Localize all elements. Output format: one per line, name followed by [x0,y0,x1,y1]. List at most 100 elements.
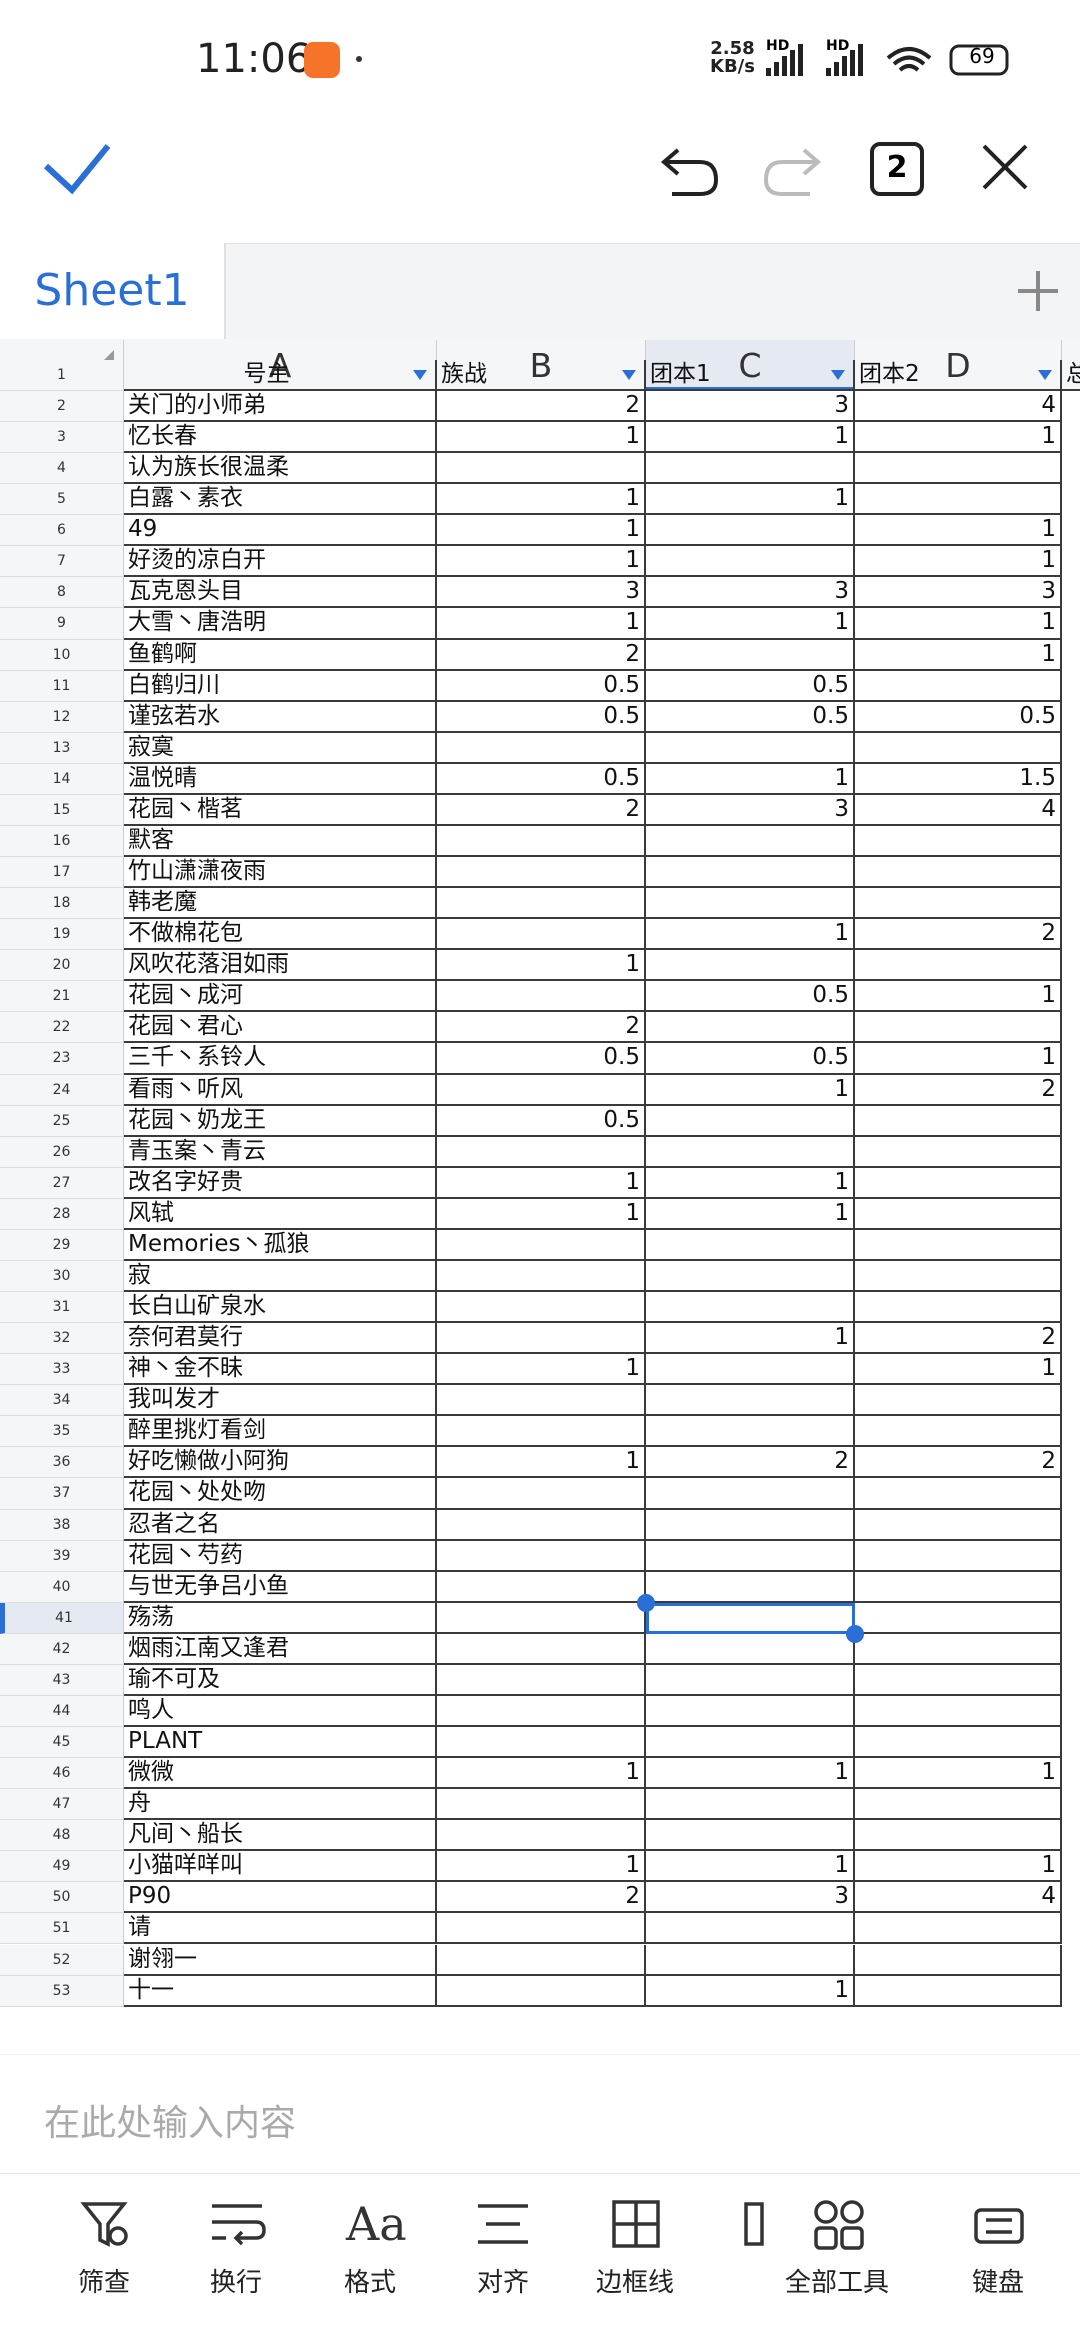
cell[interactable]: 2 [855,919,1062,951]
cell[interactable]: 1 [437,1851,646,1883]
cell[interactable] [437,1136,646,1168]
cell[interactable]: 花园丶处处吻 [124,1478,437,1510]
cell[interactable] [437,857,646,889]
cell[interactable] [437,1913,646,1945]
cell[interactable]: 认为族长很温柔 [124,453,437,485]
close[interactable] [982,144,1028,190]
cell[interactable] [646,1105,855,1137]
cell[interactable]: 看雨丶听风 [124,1074,437,1106]
cell[interactable] [437,1789,646,1821]
cell[interactable]: 微微 [124,1758,437,1790]
cell[interactable] [855,1260,1062,1293]
cell[interactable]: 1 [855,515,1062,547]
selection-handle[interactable] [637,1593,655,1612]
cell[interactable]: 1 [855,981,1062,1013]
cell[interactable]: 好吃懒做小阿狗 [124,1447,437,1479]
cell[interactable]: 1 [855,1354,1062,1386]
cell[interactable]: 十一 [124,1975,437,2007]
cell[interactable]: 殇荡 [124,1602,437,1634]
cell[interactable]: 1 [646,919,855,951]
cell[interactable]: 2 [855,1323,1062,1355]
cell[interactable] [855,1167,1062,1199]
cell[interactable]: 0.5 [437,701,646,733]
cell[interactable] [855,1727,1062,1759]
cell[interactable]: 花园丶奶龙王 [124,1105,437,1137]
cell[interactable] [646,732,855,764]
cell[interactable]: 瑜不可及 [124,1664,437,1696]
cell[interactable] [646,1913,855,1945]
cell[interactable] [437,1695,646,1727]
cell[interactable]: 奈何君莫行 [124,1323,437,1355]
header-cell[interactable]: 团本1 [646,359,855,391]
cell[interactable] [437,888,646,920]
cell[interactable] [437,1975,646,2007]
cell[interactable] [855,670,1062,702]
cell[interactable] [437,1229,646,1261]
cell[interactable] [855,1136,1062,1168]
cell[interactable] [437,1540,646,1572]
cell[interactable]: 1.5 [855,763,1062,795]
cell[interactable]: 请 [124,1913,437,1945]
cell[interactable] [437,1602,646,1634]
cell[interactable]: 花园丶成河 [124,981,437,1013]
cell[interactable]: 竹山潇潇夜雨 [124,857,437,889]
cell[interactable]: 0.5 [437,1105,646,1137]
cell[interactable]: 49 [124,515,437,547]
cell[interactable]: 1 [646,1198,855,1230]
cell[interactable]: 关门的小师弟 [124,391,437,423]
cell[interactable] [855,1602,1062,1634]
cell[interactable] [646,515,855,547]
cell[interactable] [855,1540,1062,1572]
header-cell[interactable]: 号主 [124,359,437,391]
cell[interactable]: 1 [855,422,1062,454]
cell[interactable]: 忆长春 [124,422,437,454]
cell[interactable]: 0.5 [437,670,646,702]
cell[interactable]: 2 [855,1447,1062,1479]
cell[interactable]: 2 [437,1882,646,1914]
cell[interactable]: 花园丶芍药 [124,1540,437,1572]
filter-button[interactable] [831,369,845,380]
cell[interactable] [855,1820,1062,1852]
tool-label[interactable]: 筛查 [77,2268,130,2298]
cell[interactable]: 1 [437,1198,646,1230]
cell[interactable] [855,950,1062,982]
cell[interactable] [437,981,646,1013]
cell[interactable]: 1 [855,1043,1062,1075]
header-cell[interactable]: 族战 [437,359,646,391]
cell[interactable]: 1 [646,1975,855,2007]
cell[interactable]: 1 [855,546,1062,578]
cell[interactable]: 1 [437,950,646,982]
cell[interactable] [437,1074,646,1106]
cell[interactable] [855,1571,1062,1603]
cell[interactable] [855,857,1062,889]
cell[interactable]: 寂 [124,1260,437,1293]
cell[interactable]: 0.5 [646,1043,855,1075]
cell[interactable] [855,1292,1062,1324]
tool-label[interactable]: 全部工具 [784,2268,889,2298]
header-cell[interactable]: 团本2 [855,359,1062,391]
cell[interactable]: 2 [437,794,646,826]
cell[interactable] [855,825,1062,858]
cell[interactable] [646,1416,855,1448]
cell[interactable]: 神丶金不昧 [124,1354,437,1386]
cell[interactable]: 风轼 [124,1198,437,1230]
cell[interactable] [437,1633,646,1665]
cell[interactable]: 风吹花落泪如雨 [124,950,437,982]
tool-label[interactable]: 格式 [343,2268,396,2298]
cell[interactable] [646,546,855,578]
cell[interactable]: 0.5 [437,763,646,795]
cell[interactable] [855,732,1062,764]
cell[interactable] [855,484,1062,516]
cell[interactable] [437,1323,646,1355]
redo[interactable] [763,148,822,196]
cell[interactable] [646,1695,855,1727]
cell[interactable]: 3 [646,794,855,826]
cell[interactable]: 1 [646,1074,855,1106]
cell[interactable] [437,1509,646,1541]
cell[interactable] [646,1540,855,1572]
tool-label[interactable]: 换行 [209,2268,262,2298]
cell[interactable] [437,1664,646,1696]
confirm[interactable] [43,144,111,195]
cell[interactable] [437,1416,646,1448]
cell[interactable] [646,453,855,485]
